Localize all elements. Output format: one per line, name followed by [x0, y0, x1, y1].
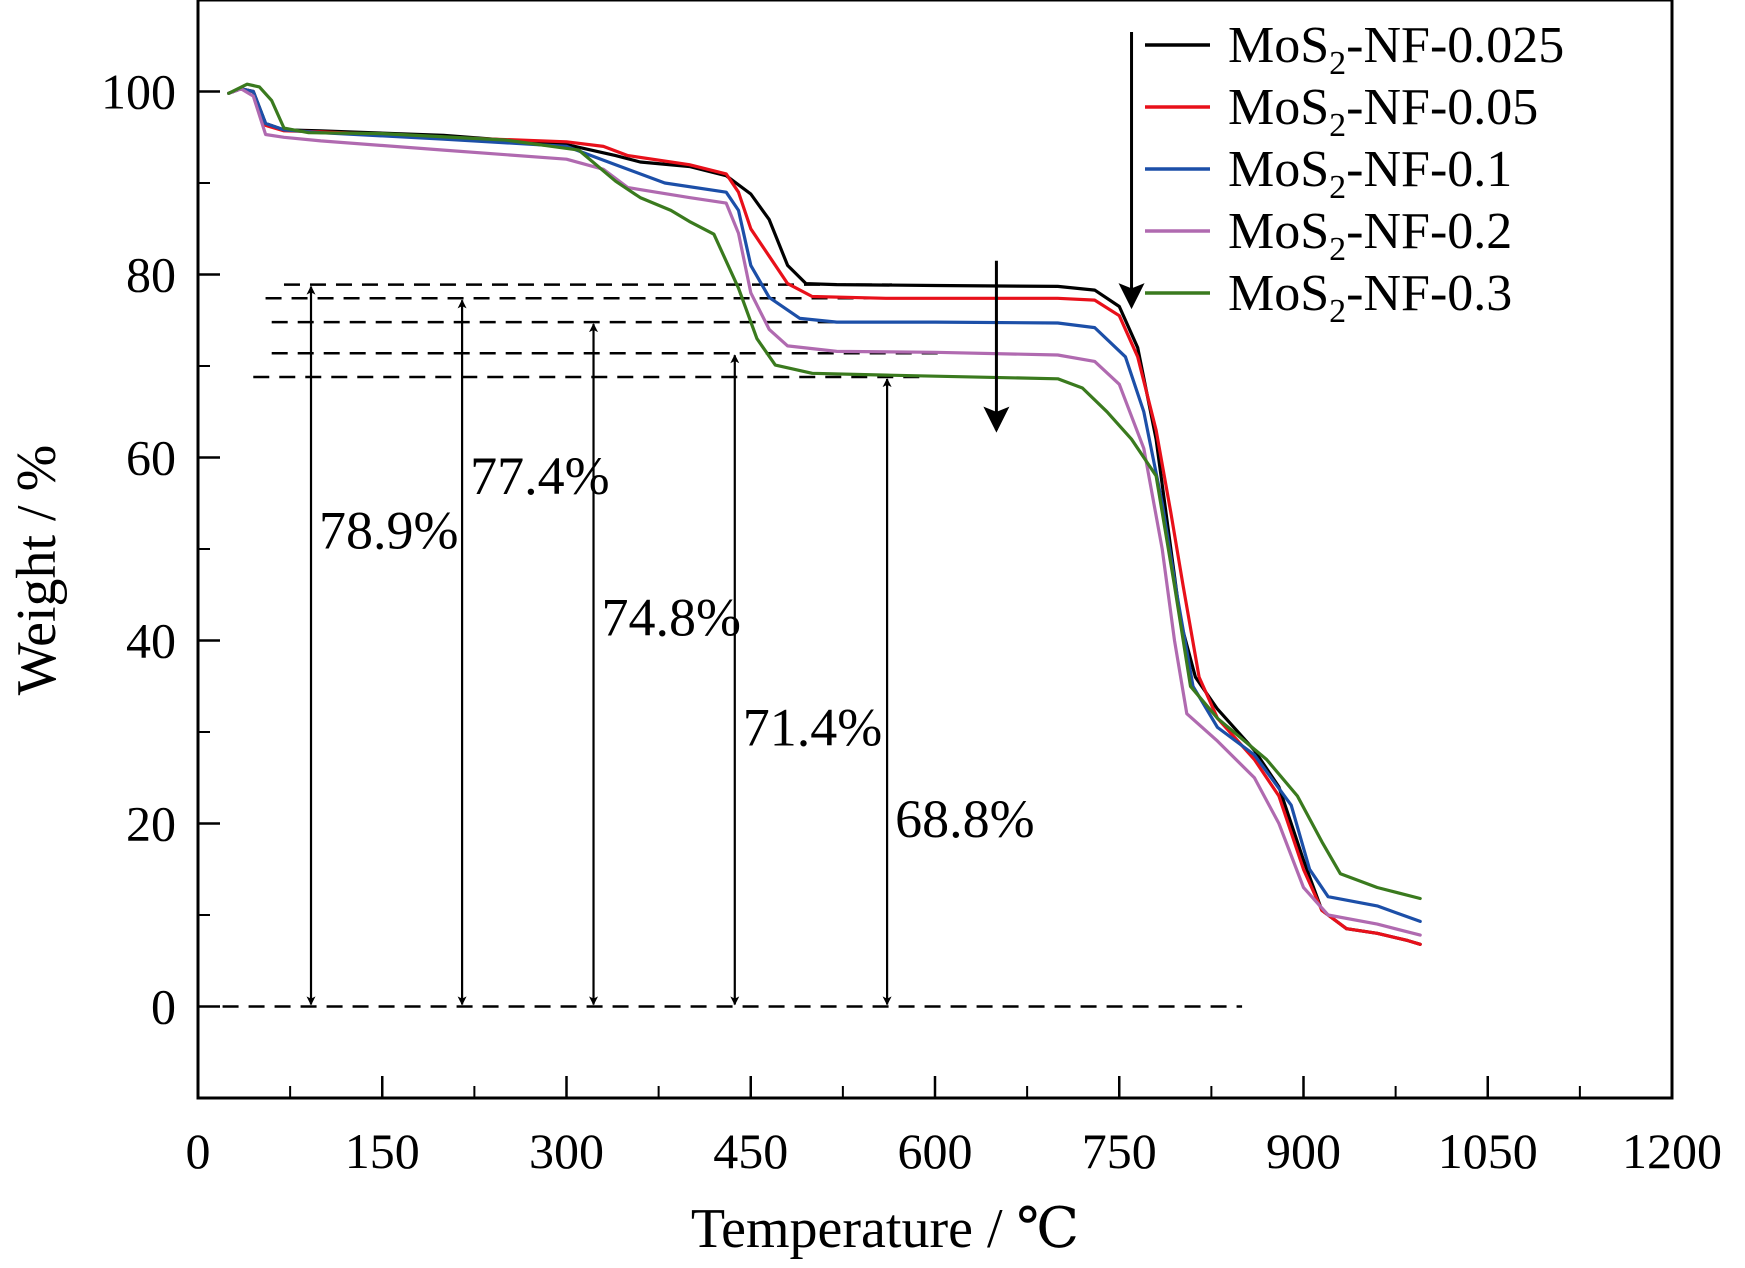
y-tick-label: 40: [126, 613, 176, 669]
percent-annotations: 78.9%77.4% 74.8%71.4%68.8%: [306, 285, 1035, 1006]
legend-label: MoS2-NF-0.025: [1228, 17, 1564, 82]
y-tick-label: 20: [126, 796, 176, 852]
y-tick-label: 60: [126, 430, 176, 486]
x-axis-ticks: 0 150 300 450 600 750 900 1050 1200: [186, 1076, 1722, 1179]
percent-label: 74.8%: [602, 588, 741, 648]
x-tick-label: 900: [1266, 1123, 1341, 1179]
x-tick-label: 600: [898, 1123, 973, 1179]
x-tick-label: 300: [529, 1123, 604, 1179]
series-line: [227, 82, 1422, 901]
percent-label: 71.4%: [743, 697, 882, 757]
legend-label: MoS2-NF-0.1: [1228, 141, 1512, 206]
y-tick-label: 100: [101, 64, 176, 120]
y-tick-label: 80: [126, 247, 176, 303]
series-line: [227, 87, 1422, 937]
y-axis-title: Weight / %: [6, 445, 68, 696]
legend-label: MoS2-NF-0.05: [1228, 79, 1538, 144]
percent-label: 78.9%: [319, 501, 458, 561]
legend: MoS2-NF-0.025MoS2-NF-0.05MoS2-NF-0.1MoS2…: [1145, 17, 1564, 330]
series-lines: [227, 82, 1422, 946]
x-tick-label: 0: [186, 1123, 211, 1179]
trend-arrows: [983, 32, 1145, 433]
x-tick-label: 450: [713, 1123, 788, 1179]
percent-label: 68.8%: [895, 789, 1034, 849]
y-tick-label: 0: [151, 979, 176, 1035]
x-tick-label: 1050: [1438, 1123, 1538, 1179]
x-axis-title: Temperature / ℃: [691, 1198, 1079, 1260]
x-tick-label: 150: [345, 1123, 420, 1179]
legend-label: MoS2-NF-0.2: [1228, 203, 1512, 268]
y-axis-ticks: 0 20 40 60 80 100: [101, 0, 220, 1099]
percent-label: 77.4%: [470, 446, 609, 506]
x-tick-label: 1200: [1622, 1123, 1722, 1179]
x-tick-label: 750: [1082, 1123, 1157, 1179]
legend-label: MoS2-NF-0.3: [1228, 265, 1512, 330]
